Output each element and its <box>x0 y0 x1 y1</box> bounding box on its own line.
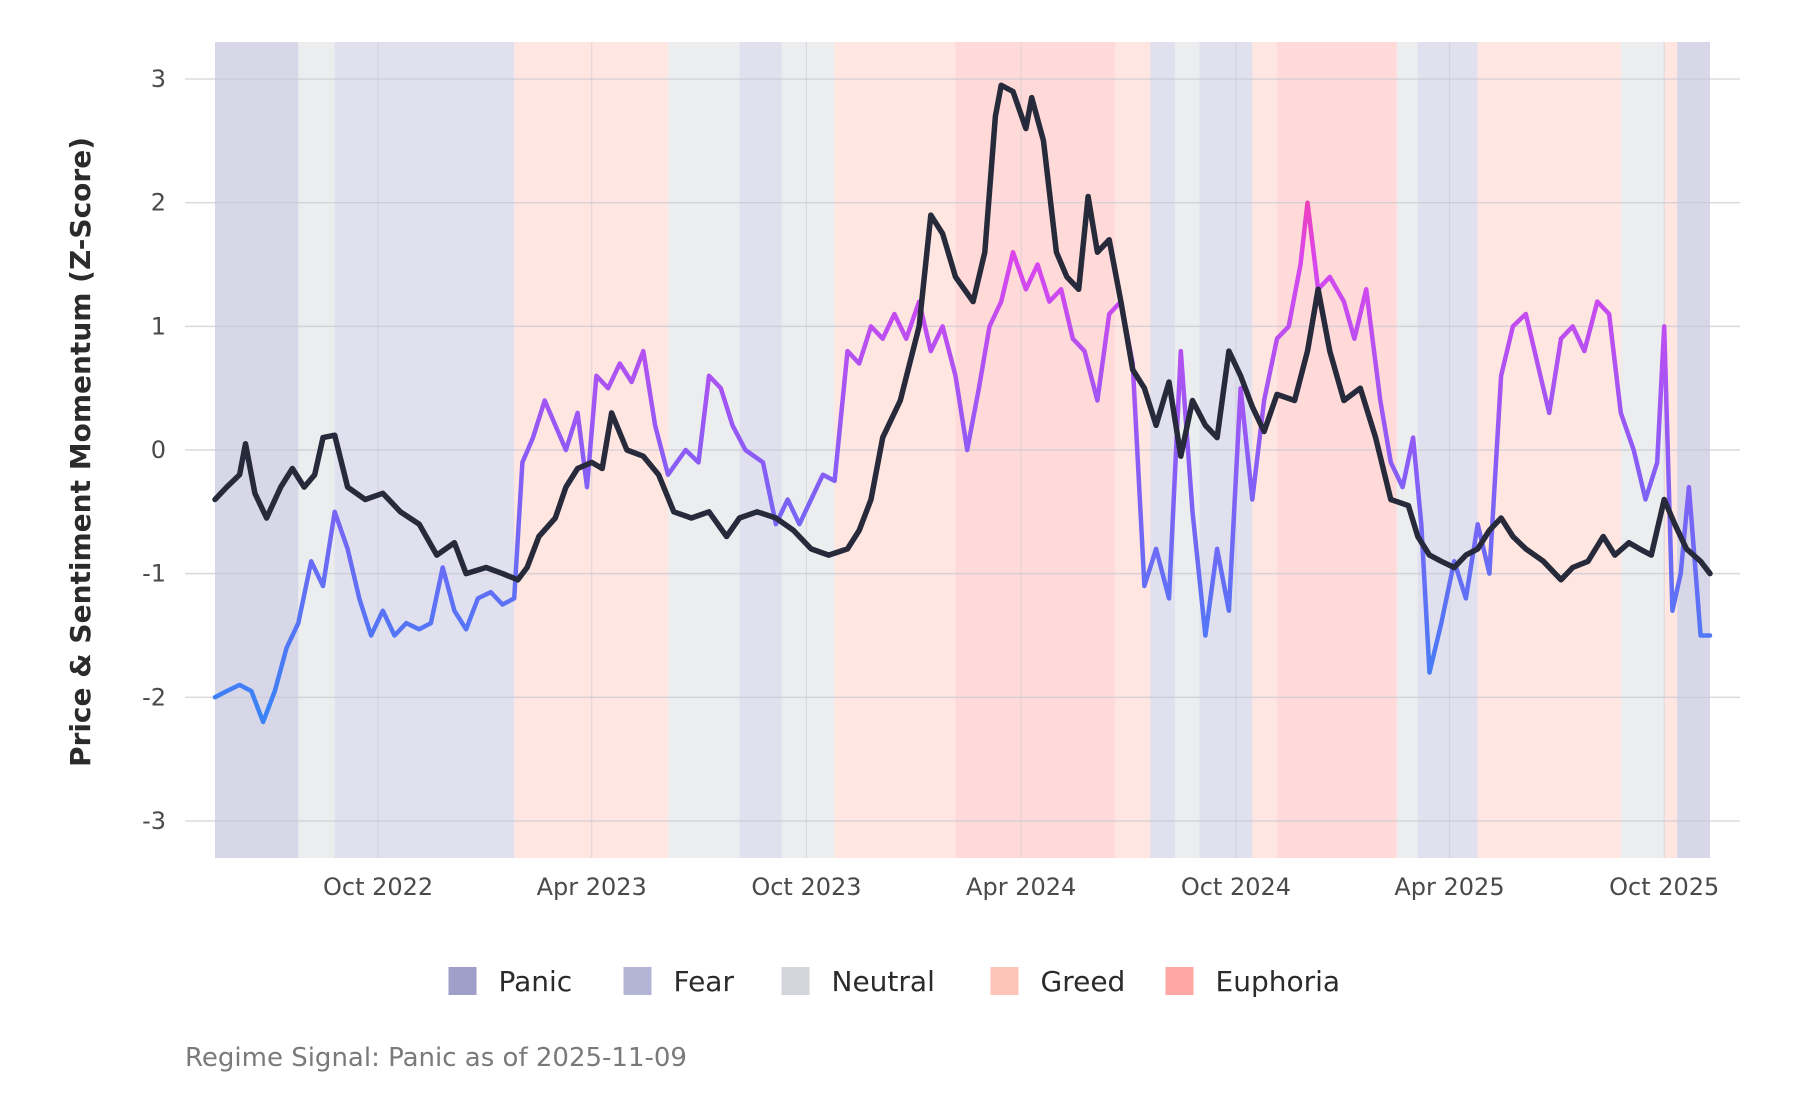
legend-swatch <box>990 967 1019 995</box>
y-axis-ticks: -3 -2 -1 0 1 2 3 <box>142 65 166 835</box>
legend-item-panic: Panic <box>448 965 573 998</box>
y-tick-label: 2 <box>151 189 166 217</box>
x-tick-label: Oct 2024 <box>1181 873 1291 901</box>
legend-label: Panic <box>499 965 573 998</box>
x-tick-label: Oct 2023 <box>751 873 861 901</box>
y-tick-label: -1 <box>142 560 166 588</box>
y-tick-label: -2 <box>142 683 166 711</box>
y-tick-label: -3 <box>142 807 166 835</box>
price-momentum-line <box>212 82 1713 583</box>
y-axis-label: Price & Sentiment Momentum (Z-Score) <box>64 137 97 767</box>
y-tick-label: 1 <box>151 312 166 340</box>
x-tick-label: Apr 2023 <box>537 873 647 901</box>
x-tick-label: Apr 2024 <box>966 873 1076 901</box>
legend-label: Fear <box>674 965 735 998</box>
regime-signal-caption: Regime Signal: Panic as of 2025-11-09 <box>185 1043 687 1073</box>
x-tick-label: Oct 2025 <box>1609 873 1719 901</box>
y-tick-label: 3 <box>151 65 166 93</box>
legend-swatch <box>781 967 810 995</box>
legend-item-greed: Greed <box>990 965 1126 998</box>
legend-swatch <box>448 967 477 995</box>
x-tick-label: Oct 2022 <box>323 873 433 901</box>
legend-swatch <box>623 967 652 995</box>
x-tick-label: Apr 2025 <box>1394 873 1504 901</box>
y-tick-label: 0 <box>151 436 166 464</box>
x-axis-ticks: Oct 2022 Apr 2023 Oct 2023 Apr 2024 Oct 2024… <box>323 873 1719 901</box>
legend: Panic Fear Neutral Greed Euphoria <box>448 965 1341 998</box>
legend-label: Euphoria <box>1216 965 1341 998</box>
legend-swatch <box>1165 967 1194 995</box>
legend-label: Neutral <box>832 965 935 998</box>
legend-label: Greed <box>1041 965 1126 998</box>
legend-item-fear: Fear <box>623 965 735 998</box>
legend-item-euphoria: Euphoria <box>1165 965 1341 998</box>
legend-item-neutral: Neutral <box>781 965 935 998</box>
series-lines <box>212 82 1713 725</box>
